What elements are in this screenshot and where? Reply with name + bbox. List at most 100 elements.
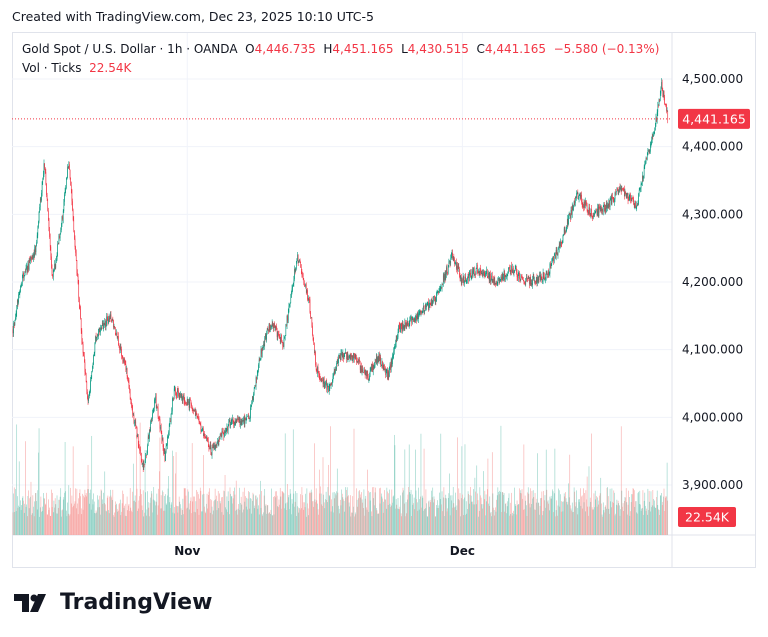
candle (274, 327, 276, 329)
candle (47, 198, 49, 211)
candle (22, 273, 24, 276)
volume-bar (629, 515, 631, 535)
candle (660, 88, 662, 94)
candle (64, 191, 66, 195)
volume-bar (58, 499, 60, 535)
volume-bar (458, 488, 460, 535)
candle (70, 185, 72, 190)
volume-bar (414, 509, 416, 535)
volume-bar (588, 466, 590, 535)
volume-bar (526, 505, 527, 535)
candle (178, 391, 179, 397)
candle (535, 282, 536, 283)
volume-bar (297, 506, 298, 535)
volume-bar (516, 514, 517, 535)
volume-bar (468, 493, 469, 535)
candle (238, 419, 239, 423)
candle (75, 247, 76, 253)
candle (523, 280, 525, 282)
volume-bar (270, 514, 271, 535)
volume-bar (307, 503, 308, 535)
volume-bar (319, 493, 321, 535)
candle (385, 370, 387, 375)
volume-bar (479, 487, 481, 535)
candle (571, 210, 572, 215)
volume-bar (594, 490, 596, 535)
candle (370, 367, 372, 372)
volume-bar (521, 493, 522, 535)
volume-bar (208, 495, 209, 535)
candle (287, 312, 289, 321)
volume-bar (404, 449, 406, 535)
volume-bar (639, 490, 641, 535)
candle (428, 301, 429, 310)
volume-bar (182, 498, 184, 535)
candle (42, 179, 44, 182)
volume-bar (103, 503, 105, 535)
volume-bar (509, 515, 510, 535)
candle (302, 274, 304, 280)
volume-label[interactable]: Vol · Ticks (22, 61, 82, 75)
volume-bar (601, 514, 603, 535)
candle (229, 420, 230, 422)
candle (389, 364, 391, 370)
volume-bar (90, 489, 91, 535)
candle (123, 358, 125, 362)
candle (424, 310, 425, 312)
volume-bar (218, 508, 220, 535)
tradingview-logo[interactable]: TradingView (14, 590, 212, 615)
candle (481, 272, 483, 274)
volume-bar (406, 513, 407, 535)
candle (549, 263, 551, 274)
volume-bar (635, 501, 637, 535)
candle (273, 324, 274, 329)
volume-bar (544, 495, 546, 535)
candle (553, 255, 555, 262)
volume-bar (306, 488, 308, 535)
candle (266, 328, 268, 334)
candle (426, 303, 428, 307)
volume-bar (453, 503, 455, 535)
candle (361, 368, 363, 373)
volume-bar (616, 499, 618, 535)
candle (654, 130, 655, 132)
candle (488, 272, 489, 278)
candle (260, 358, 261, 361)
candle (130, 399, 132, 402)
volume-bar (531, 503, 532, 535)
volume-bar (327, 487, 329, 535)
candle (79, 298, 80, 307)
volume-bar (357, 506, 359, 535)
candle (357, 361, 359, 362)
chart-frame[interactable] (12, 32, 756, 568)
volume-bar (201, 511, 202, 535)
candle (365, 370, 367, 376)
candle (642, 175, 644, 179)
candle (239, 417, 241, 425)
candle (276, 329, 278, 338)
volume-bar (343, 500, 345, 535)
candle (87, 391, 88, 399)
candle (630, 194, 631, 200)
candle (422, 308, 424, 313)
symbol-label[interactable]: Gold Spot / U.S. Dollar · 1h · OANDA (22, 42, 238, 56)
candle (310, 317, 312, 318)
candle (211, 447, 213, 456)
volume-bar (432, 487, 434, 535)
candle (388, 371, 390, 377)
candle (431, 298, 433, 304)
volume-bar (323, 494, 324, 535)
volume-bar (268, 513, 269, 535)
volume-bar (44, 503, 46, 535)
volume-bar (219, 501, 221, 535)
volume-bar (318, 469, 320, 535)
candle (382, 367, 384, 369)
volume-bar (349, 506, 350, 535)
candle (330, 382, 332, 386)
volume-bar (289, 489, 291, 535)
volume-bar (241, 504, 243, 535)
volume-bar (613, 490, 615, 535)
candle (198, 417, 199, 419)
volume-bar (562, 511, 564, 535)
